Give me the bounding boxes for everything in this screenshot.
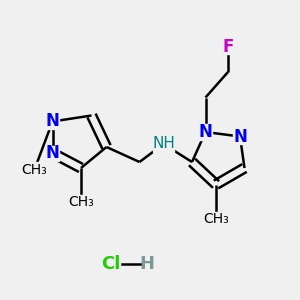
Bar [206,212,226,226]
Text: CH₃: CH₃ [22,163,47,176]
Bar [24,162,45,177]
Text: NH: NH [152,136,175,152]
Text: N: N [46,144,59,162]
Text: N: N [199,123,212,141]
Bar [46,146,59,160]
Bar [199,124,212,140]
Bar [221,39,235,54]
Text: F: F [222,38,234,56]
Bar [46,114,59,129]
Text: Cl: Cl [101,255,121,273]
Bar [70,195,92,210]
Text: N: N [46,112,59,130]
Bar [153,136,174,152]
Text: N: N [233,128,247,146]
Text: CH₃: CH₃ [203,212,229,226]
Bar [233,129,247,144]
Text: H: H [140,255,154,273]
Text: CH₃: CH₃ [68,196,94,209]
